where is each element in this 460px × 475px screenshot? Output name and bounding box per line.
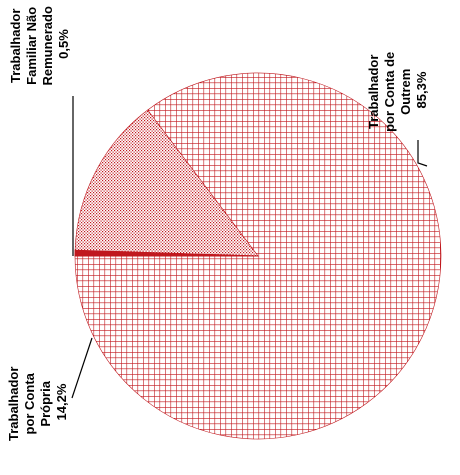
leader-lines bbox=[71, 96, 428, 399]
slice-label-familiar: Trabalhador Familiar Não Remunerado 0,5% bbox=[8, 2, 71, 85]
pie-slices bbox=[74, 72, 442, 440]
leader-line-outrem bbox=[417, 140, 428, 167]
slice-label-propria: Trabalhador por Conta Própria 14,2% bbox=[6, 363, 69, 441]
slice-label-outrem: Trabalhador por Conta de Outrem 85,3% bbox=[366, 48, 429, 132]
pie-slice-2 bbox=[74, 109, 259, 257]
pie-slice-3 bbox=[74, 249, 259, 257]
leader-line-propria bbox=[71, 337, 93, 399]
